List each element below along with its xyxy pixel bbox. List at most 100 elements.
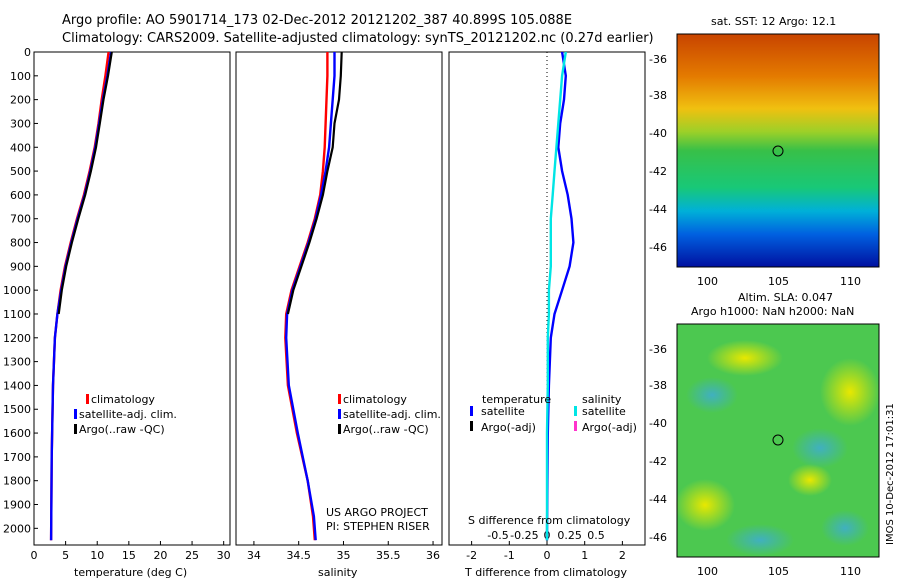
salinity-xlabel: salinity bbox=[318, 566, 358, 579]
sla-ytick: -36 bbox=[649, 343, 667, 356]
x-tick-label: 34.5 bbox=[286, 549, 311, 562]
sst-xtick: 100 bbox=[697, 275, 718, 288]
legend-climatology: climatology bbox=[91, 393, 155, 406]
legend-swatch-s-satellite bbox=[574, 406, 577, 416]
top-tick-label: -0.25 bbox=[510, 529, 538, 542]
salinity-legend: climatology satellite-adj. clim. Argo(..… bbox=[338, 393, 441, 436]
x-tick-label: 0 bbox=[31, 549, 38, 562]
legend-temperature-title: temperature bbox=[482, 393, 551, 406]
x-tick-label: 20 bbox=[153, 549, 167, 562]
sst-argo-marker bbox=[772, 145, 784, 157]
x-tick-label: 36 bbox=[426, 549, 440, 562]
x-tick-label: 0 bbox=[544, 549, 551, 562]
x-tick-label: 5 bbox=[62, 549, 69, 562]
x-tick-label: 35.5 bbox=[376, 549, 401, 562]
y-tick-label: 300 bbox=[10, 117, 31, 130]
legend-swatch-t-satellite bbox=[470, 406, 473, 416]
x-tick-label: 25 bbox=[185, 549, 199, 562]
legend-swatch-climatology bbox=[86, 394, 89, 404]
sla-ytick: -42 bbox=[649, 455, 667, 468]
legend-swatch-satellite bbox=[74, 409, 77, 419]
series-line-argo bbox=[57, 51, 113, 315]
legend-satellite: satellite-adj. clim. bbox=[79, 408, 177, 421]
sst-xtick: 105 bbox=[768, 275, 789, 288]
x-tick-label: 35 bbox=[336, 549, 350, 562]
y-tick-label: 1900 bbox=[3, 499, 31, 512]
y-tick-label: 1400 bbox=[3, 379, 31, 392]
sla-ytick: -40 bbox=[649, 417, 667, 430]
difference-legend: temperature satellite Argo(-adj) salinit… bbox=[470, 393, 637, 434]
series-line-satellite-adj-clim- bbox=[284, 52, 336, 541]
project-label: US ARGO PROJECT bbox=[326, 506, 428, 519]
legend-s-satellite: satellite bbox=[582, 405, 626, 418]
t-difference-xlabel: T difference from climatology bbox=[464, 566, 627, 579]
x-tick-label: -2 bbox=[466, 549, 477, 562]
salinity-panel bbox=[235, 51, 443, 546]
top-tick-label: 0.5 bbox=[587, 529, 605, 542]
sla-map-title2: Argo h1000: NaN h2000: NaN bbox=[691, 305, 854, 318]
legend-argo: Argo(..raw -QC) bbox=[343, 423, 429, 436]
header-line1: Argo profile: AO 5901714_173 02-Dec-2012… bbox=[62, 13, 572, 28]
sla-argo-marker bbox=[772, 434, 784, 446]
sla-frame bbox=[676, 323, 880, 558]
sst-ytick: -42 bbox=[649, 165, 667, 178]
sst-ytick: -38 bbox=[649, 89, 667, 102]
y-tick-label: 700 bbox=[10, 213, 31, 226]
sst-xtick: 110 bbox=[840, 275, 861, 288]
sst-frame bbox=[676, 33, 880, 268]
legend-t-satellite: satellite bbox=[481, 405, 525, 418]
difference-plot: -2 -1 0 1 2-0.5 -0.25 0 0.25 0.5 bbox=[466, 51, 626, 562]
x-tick-label: 34 bbox=[247, 549, 261, 562]
temperature-legend: climatology satellite-adj. clim. Argo(..… bbox=[74, 393, 177, 436]
salinity-plot: 34 34.5 35 35.5 36 bbox=[247, 51, 440, 562]
legend-swatch-argo bbox=[74, 424, 77, 434]
legend-argo: Argo(..raw -QC) bbox=[79, 423, 165, 436]
y-tick-label: 800 bbox=[10, 237, 31, 250]
s-difference-label: S difference from climatology bbox=[468, 514, 631, 527]
y-tick-label: 1000 bbox=[3, 284, 31, 297]
y-tick-label: 0 bbox=[24, 46, 31, 59]
legend-swatch-argo bbox=[338, 424, 341, 434]
series-line-s-satellite bbox=[545, 51, 567, 541]
temperature-xlabel: temperature (deg C) bbox=[74, 566, 187, 579]
legend-s-argo: Argo(-adj) bbox=[582, 421, 637, 434]
header-line2: Climatology: CARS2009. Satellite-adjuste… bbox=[62, 31, 654, 46]
x-tick-label: 15 bbox=[122, 549, 136, 562]
legend-swatch-satellite bbox=[338, 409, 341, 419]
y-tick-label: 100 bbox=[10, 70, 31, 83]
sla-ytick: -38 bbox=[649, 379, 667, 392]
sst-field bbox=[677, 34, 879, 267]
legend-satellite: satellite-adj. clim. bbox=[343, 408, 441, 421]
y-tick-label: 600 bbox=[10, 189, 31, 202]
legend-t-argo: Argo(-adj) bbox=[481, 421, 536, 434]
sst-ytick: -40 bbox=[649, 127, 667, 140]
x-tick-label: 2 bbox=[619, 549, 626, 562]
legend-swatch-s-argo bbox=[574, 421, 577, 431]
temperature-panel bbox=[33, 51, 231, 546]
sst-ytick: -36 bbox=[649, 53, 667, 66]
sla-xtick: 100 bbox=[697, 565, 718, 578]
pi-label: PI: STEPHEN RISER bbox=[326, 520, 430, 533]
y-tick-label: 900 bbox=[10, 260, 31, 273]
sla-ytick: -46 bbox=[649, 531, 667, 544]
sla-xtick: 105 bbox=[768, 565, 789, 578]
sst-map-title: sat. SST: 12 Argo: 12.1 bbox=[711, 15, 836, 28]
sla-map: -36 -38 -40 -42 -44 -46 100 105 110 bbox=[649, 323, 880, 578]
y-tick-label: 1500 bbox=[3, 403, 31, 416]
temperature-plot: 0 5 10 15 20 25 300100200300400500600700800900… bbox=[3, 46, 231, 562]
y-tick-label: 1200 bbox=[3, 332, 31, 345]
y-tick-label: 1700 bbox=[3, 451, 31, 464]
x-tick-label: 1 bbox=[581, 549, 588, 562]
legend-swatch-t-argo bbox=[470, 421, 473, 431]
x-tick-label: 30 bbox=[217, 549, 231, 562]
top-tick-label: -0.5 bbox=[487, 529, 508, 542]
legend-salinity-title: salinity bbox=[582, 393, 622, 406]
x-tick-label: -1 bbox=[504, 549, 515, 562]
series-line-argo bbox=[286, 51, 343, 315]
legend-swatch-climatology bbox=[338, 394, 341, 404]
sst-ytick: -44 bbox=[649, 203, 667, 216]
sla-map-title1: Altim. SLA: 0.047 bbox=[738, 291, 833, 304]
sst-ytick: -46 bbox=[649, 241, 667, 254]
y-tick-label: 2000 bbox=[3, 522, 31, 535]
